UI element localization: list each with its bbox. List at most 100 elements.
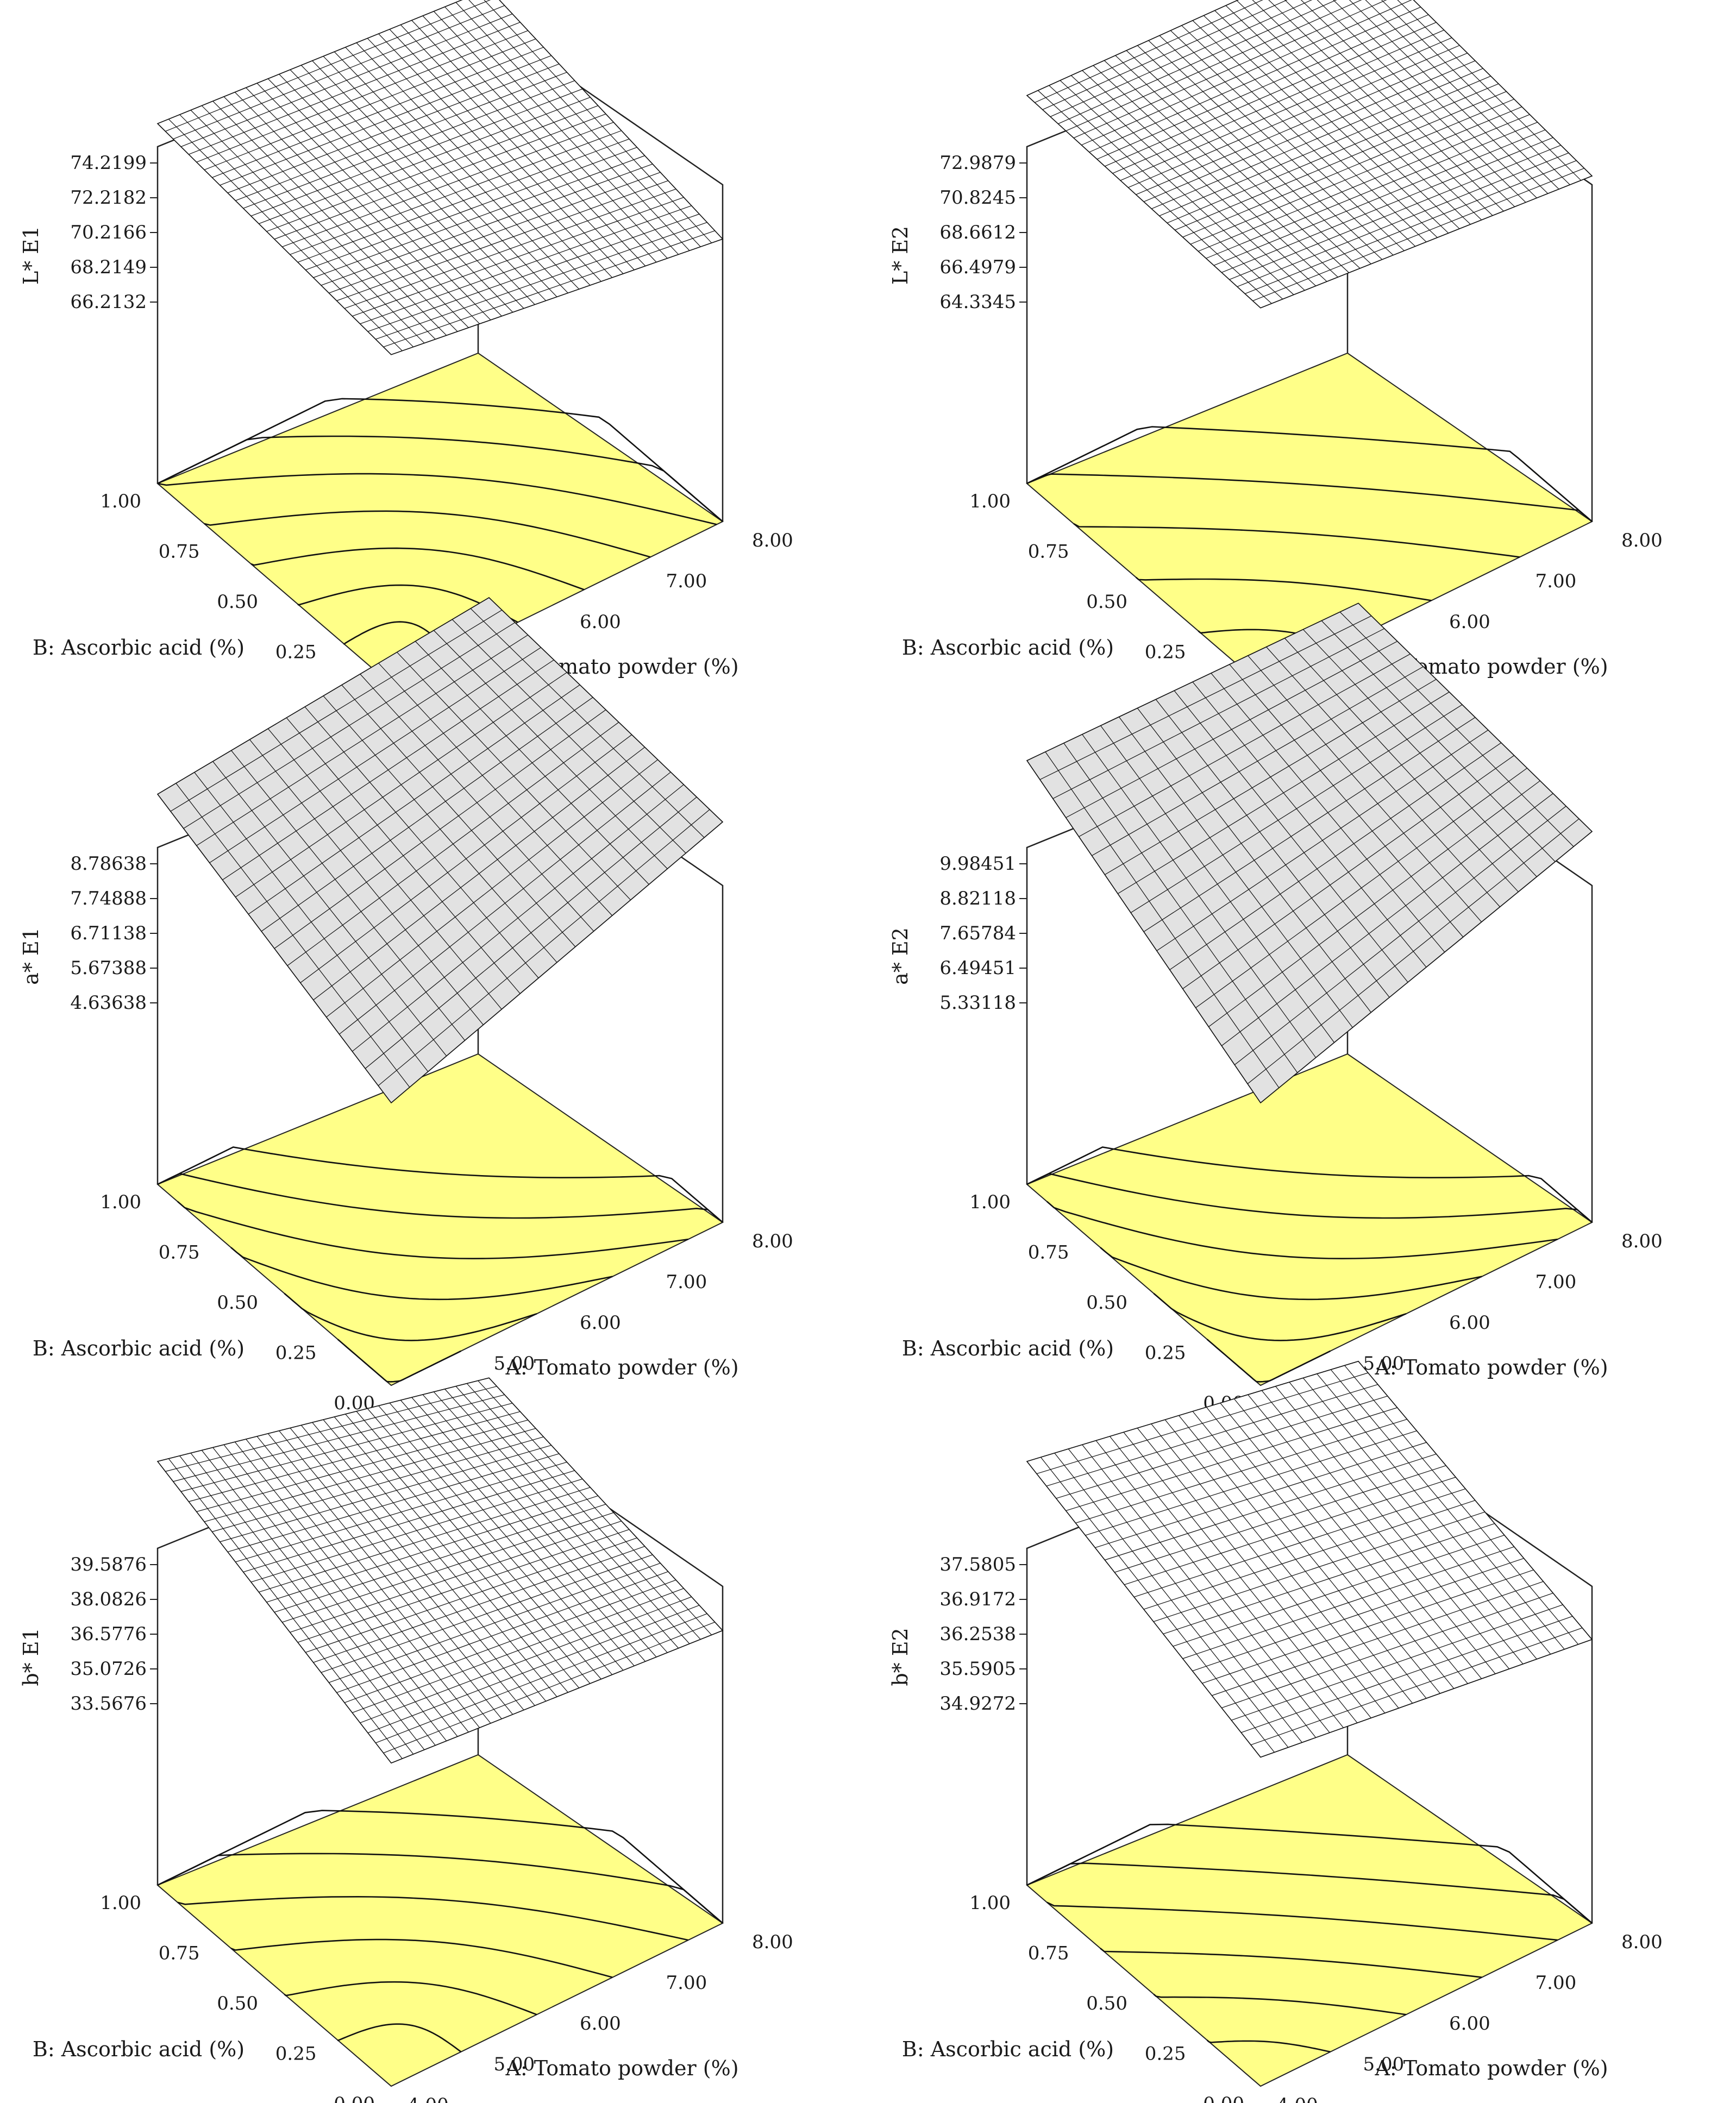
surface-mesh-line bbox=[1036, 1372, 1369, 1474]
surface-mesh-line bbox=[466, 1383, 701, 1640]
z-axis-title: b* E1 bbox=[19, 1628, 43, 1686]
contour-line bbox=[230, 1938, 613, 1978]
surface-mesh-line bbox=[180, 1403, 513, 1492]
contour-line bbox=[157, 1810, 723, 1924]
z-tick-label: 72.9879 bbox=[939, 152, 1016, 174]
surface-mesh-line bbox=[1358, 1361, 1593, 1640]
contour-floor bbox=[1026, 1754, 1593, 2087]
contour-line bbox=[204, 510, 651, 558]
x-tick-label: 6.00 bbox=[580, 611, 621, 633]
surface-mesh-line bbox=[1046, 1384, 1378, 1486]
surface-mesh-line bbox=[452, 619, 686, 853]
x-tick-label: 8.00 bbox=[752, 1931, 793, 1953]
contour-line bbox=[1026, 1862, 1593, 1924]
surface-mesh-line bbox=[170, 610, 503, 812]
y-tick-label: 0.00 bbox=[334, 2093, 375, 2103]
z-tick-label: 8.82118 bbox=[939, 888, 1016, 909]
z-tick-label: 36.5776 bbox=[70, 1623, 147, 1645]
surface-mesh-line bbox=[1344, 1365, 1579, 1645]
contour-line bbox=[1100, 1948, 1482, 1978]
x-tick-label: 4.00 bbox=[1277, 2094, 1318, 2103]
y-tick-label: 0.75 bbox=[1028, 541, 1069, 563]
x-tick-label: 7.00 bbox=[666, 1271, 707, 1293]
surface-mesh-line bbox=[484, 0, 712, 243]
z-axis-title: a* E1 bbox=[19, 927, 43, 985]
y-tick-label: 1.00 bbox=[100, 1191, 141, 1213]
surface-mesh-line bbox=[1066, 641, 1397, 818]
y-tick-label: 0.25 bbox=[1145, 2043, 1186, 2065]
surface-mesh-line bbox=[196, 1420, 528, 1512]
x-tick-label: 8.00 bbox=[1621, 530, 1663, 551]
surface-mesh-line bbox=[1330, 1369, 1565, 1650]
contour-line bbox=[1153, 1292, 1407, 1341]
y-axis-title: B: Ascorbic acid (%) bbox=[902, 2037, 1114, 2061]
z-tick-label: 70.8245 bbox=[939, 187, 1016, 209]
surface-mesh-line bbox=[1058, 0, 1337, 124]
surface-mesh-line bbox=[478, 1380, 712, 1635]
x-tick-label: 6.00 bbox=[1449, 611, 1490, 633]
contour-line bbox=[1026, 473, 1593, 522]
y-tick-label: 0.50 bbox=[217, 591, 258, 613]
z-axis-title: L* E2 bbox=[888, 226, 912, 285]
surface-mesh-line bbox=[173, 1394, 505, 1482]
panel-a-E2: 9.98451 8.82118 7.65784 6.49451 5.33118 a* E2… bbox=[888, 602, 1663, 1415]
z-tick-label: 36.2538 bbox=[939, 1623, 1016, 1645]
surface-mesh-line bbox=[1349, 0, 1549, 194]
panel-a-E1: 8.78638 7.74888 6.71138 5.67388 4.63638 a* E1… bbox=[19, 597, 793, 1415]
y-tick-label: 0.75 bbox=[159, 1242, 200, 1264]
surface-mesh-line bbox=[1026, 602, 1359, 761]
x-tick-label: 7.00 bbox=[666, 1972, 707, 1994]
surface-mesh-line bbox=[499, 0, 723, 240]
y-tick-label: 0.75 bbox=[1028, 1943, 1069, 1964]
contour-floor bbox=[1026, 1053, 1593, 1386]
surface-mesh-line bbox=[468, 0, 701, 247]
z-tick-label: 68.6612 bbox=[939, 222, 1016, 243]
z-tick-label: 37.5805 bbox=[939, 1554, 1016, 1575]
contour-line bbox=[1026, 1823, 1593, 1924]
surface-mesh-line bbox=[157, 0, 463, 124]
z-tick-label: 64.3345 bbox=[939, 291, 1016, 313]
y-tick-label: 1.00 bbox=[100, 1892, 141, 1914]
z-tick-label: 36.9172 bbox=[939, 1589, 1016, 1610]
y-tick-label: 1.00 bbox=[100, 491, 141, 512]
contour-line bbox=[1046, 1901, 1558, 1941]
y-tick-label: 0.50 bbox=[217, 1993, 258, 2014]
contour-line bbox=[1046, 1201, 1558, 1259]
z-tick-label: 38.0826 bbox=[70, 1589, 147, 1610]
contour-line bbox=[1073, 523, 1520, 558]
contour-line bbox=[1026, 1173, 1593, 1223]
y-tick-label: 0.50 bbox=[1086, 591, 1127, 613]
contour-line bbox=[177, 1201, 688, 1259]
x-tick-label: 6.00 bbox=[580, 1312, 621, 1334]
x-tick-label: 5.00 bbox=[1363, 1353, 1405, 1374]
z-tick-label: 6.49451 bbox=[939, 957, 1016, 979]
surface-mesh-line bbox=[444, 1389, 679, 1649]
y-axis-title: B: Ascorbic acid (%) bbox=[33, 636, 245, 660]
surface-mesh-line bbox=[1397, 0, 1582, 181]
contour-line bbox=[1026, 426, 1593, 522]
contour-line bbox=[157, 1146, 723, 1223]
y-axis-title: B: Ascorbic acid (%) bbox=[902, 636, 1114, 660]
surface-mesh-line bbox=[173, 5, 505, 140]
z-tick-label: 7.74888 bbox=[70, 888, 147, 909]
x-tick-label: 6.00 bbox=[1449, 1312, 1490, 1334]
surface-mesh-line bbox=[444, 7, 679, 255]
x-axis-title: A: Tomato powder (%) bbox=[505, 1355, 738, 1379]
x-tick-label: 4.00 bbox=[408, 2094, 449, 2103]
y-tick-label: 0.50 bbox=[1086, 1993, 1127, 2014]
surface-mesh-line bbox=[1066, 0, 1362, 131]
y-axis-title: B: Ascorbic acid (%) bbox=[33, 1336, 245, 1360]
z-tick-label: 8.78638 bbox=[70, 853, 147, 875]
surface-mesh-line bbox=[1050, 0, 1313, 117]
z-tick-label: 39.5876 bbox=[70, 1554, 147, 1575]
y-tick-label: 0.75 bbox=[1028, 1242, 1069, 1264]
surface-mesh-line bbox=[183, 622, 516, 829]
y-tick-label: 0.25 bbox=[1145, 1342, 1186, 1364]
x-axis-title: A: Tomato powder (%) bbox=[505, 2056, 738, 2080]
contour-line bbox=[337, 2023, 462, 2052]
z-tick-label: 35.5905 bbox=[939, 1658, 1016, 1680]
x-tick-label: 8.00 bbox=[1621, 1931, 1663, 1953]
surface-mesh-line bbox=[1026, 1361, 1359, 1462]
contour-floor bbox=[156, 1053, 724, 1386]
